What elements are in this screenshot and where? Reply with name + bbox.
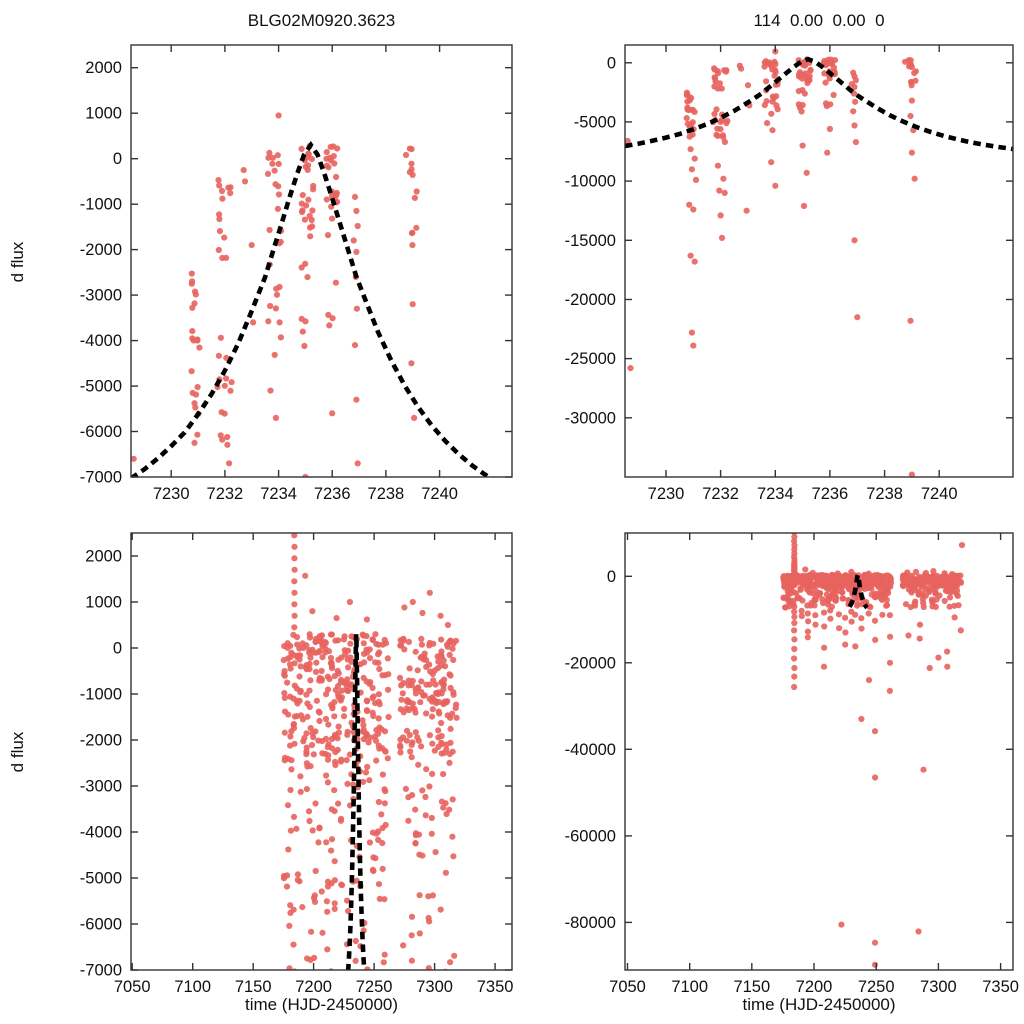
svg-text:-40000: -40000: [565, 741, 616, 759]
axes-frame: [130, 532, 513, 971]
svg-text:-7000: -7000: [80, 962, 122, 980]
svg-text:-15000: -15000: [565, 232, 616, 250]
svg-text:0: 0: [607, 54, 616, 72]
svg-text:7230: 7230: [153, 485, 190, 503]
svg-text:-5000: -5000: [80, 378, 122, 396]
scatter-points: [280, 533, 460, 970]
axes-frame: [624, 532, 1014, 971]
svg-text:-80000: -80000: [565, 914, 616, 932]
tick-labels: 7230 7232 7234 7236 7238 7240 0 -5000 -10000 -150…: [565, 54, 958, 503]
tick-labels: 7050 7100 7150 7200 7250 7300 7350 2000 1000 0 -10…: [80, 548, 514, 997]
panel-title-left: BLG02M0920.3623: [247, 11, 396, 30]
svg-text:-10000: -10000: [565, 173, 616, 191]
axes: [130, 44, 513, 478]
svg-text:7236: 7236: [314, 485, 351, 503]
axes-frame: [130, 44, 513, 478]
svg-text:7350: 7350: [477, 978, 514, 996]
svg-text:-4000: -4000: [80, 824, 122, 842]
panel-top-right: 7230 7232 7234 7236 7238 7240 0 -5000 -10000 -150…: [565, 44, 1014, 503]
x-axis-label-left: time (HJD-2450000): [244, 995, 399, 1014]
svg-text:2000: 2000: [85, 548, 122, 566]
scatter-points: [131, 112, 420, 477]
svg-text:-20000: -20000: [565, 654, 616, 672]
model-curve: [847, 567, 869, 610]
svg-text:7100: 7100: [174, 978, 211, 996]
model-curve: [625, 56, 1013, 152]
svg-text:7300: 7300: [416, 978, 453, 996]
svg-text:-1000: -1000: [80, 686, 122, 704]
axes: [624, 532, 1014, 971]
y-axis-label-bottom: d flux: [8, 731, 27, 773]
svg-text:7250: 7250: [356, 978, 393, 996]
svg-text:7238: 7238: [866, 485, 903, 503]
svg-text:0: 0: [607, 568, 616, 586]
svg-text:7150: 7150: [235, 978, 272, 996]
svg-text:7238: 7238: [368, 485, 405, 503]
svg-text:-4000: -4000: [80, 332, 122, 350]
x-axis-label-right: time (HJD-2450000): [742, 995, 896, 1014]
svg-text:7240: 7240: [921, 485, 958, 503]
svg-text:7350: 7350: [982, 978, 1019, 996]
svg-text:7300: 7300: [920, 978, 957, 996]
tick-labels: 7050 7100 7150 7200 7250 7300 7350 0 -20000 -4000…: [565, 568, 1019, 996]
panel-bottom-left: 7050 7100 7150 7200 7250 7300 7350 2000 1000 0 -10…: [80, 532, 514, 997]
axes: [624, 44, 1014, 478]
svg-text:7236: 7236: [812, 485, 849, 503]
svg-text:-3000: -3000: [80, 778, 122, 796]
model-curve: [131, 140, 494, 477]
svg-text:7100: 7100: [671, 978, 708, 996]
y-axis-label-top: d flux: [8, 241, 27, 283]
axes-frame: [624, 44, 1014, 478]
svg-text:1000: 1000: [85, 105, 122, 123]
svg-text:0: 0: [113, 640, 122, 658]
svg-text:-5000: -5000: [80, 870, 122, 888]
svg-text:-2000: -2000: [80, 241, 122, 259]
panel-bottom-right: 7050 7100 7150 7200 7250 7300 7350 0 -20000 -4000…: [565, 532, 1019, 996]
svg-text:-25000: -25000: [565, 350, 616, 368]
svg-text:-7000: -7000: [80, 469, 122, 487]
svg-text:1000: 1000: [85, 594, 122, 612]
svg-text:7050: 7050: [114, 978, 151, 996]
svg-text:7050: 7050: [609, 978, 646, 996]
svg-text:-20000: -20000: [565, 291, 616, 309]
svg-text:7232: 7232: [702, 485, 739, 503]
svg-text:2000: 2000: [85, 59, 122, 77]
svg-text:7200: 7200: [295, 978, 332, 996]
svg-text:-60000: -60000: [565, 827, 616, 845]
model-curve: [345, 634, 367, 970]
svg-text:-3000: -3000: [80, 287, 122, 305]
scatter-points: [625, 48, 920, 477]
scatter-points: [780, 533, 966, 968]
tick-labels: 7230 7232 7234 7236 7238 7240 2000 1000 0 -1000 -2…: [80, 59, 458, 503]
svg-text:-6000: -6000: [80, 423, 122, 441]
svg-text:7150: 7150: [733, 978, 770, 996]
svg-text:-30000: -30000: [565, 409, 616, 427]
svg-text:7250: 7250: [858, 978, 895, 996]
svg-text:-5000: -5000: [574, 113, 616, 131]
svg-text:7230: 7230: [648, 485, 685, 503]
panel-title-right: 114 0.00 0.00 0: [753, 11, 885, 30]
axes: [130, 532, 513, 971]
svg-text:-1000: -1000: [80, 196, 122, 214]
svg-text:-6000: -6000: [80, 916, 122, 934]
svg-text:7234: 7234: [757, 485, 794, 503]
panel-top-left: 7230 7232 7234 7236 7238 7240 2000 1000 0 -1000 -2…: [80, 44, 513, 503]
svg-text:7240: 7240: [421, 485, 458, 503]
svg-text:7232: 7232: [207, 485, 244, 503]
svg-text:7200: 7200: [796, 978, 833, 996]
svg-text:7234: 7234: [260, 485, 297, 503]
svg-text:0: 0: [113, 150, 122, 168]
svg-text:-2000: -2000: [80, 732, 122, 750]
